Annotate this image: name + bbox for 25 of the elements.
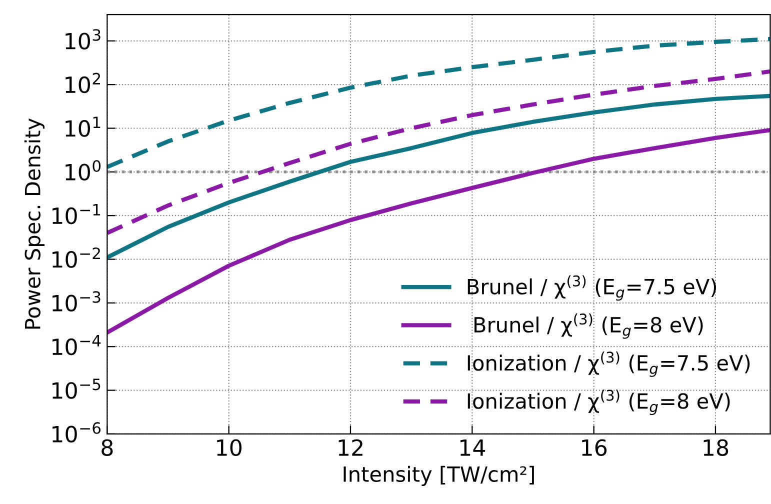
legend-label: Brunel / χ$^{(3)}$ (E$_{g}$=8 eV) (474, 313, 703, 339)
x-tick-label: 18 (704, 439, 728, 456)
x-tick-label: 10 (217, 439, 242, 456)
line-series (107, 37, 770, 170)
y-tick-label: 10$^{−2}$ (52, 247, 100, 268)
y-tick-label: 10$^{−3}$ (52, 291, 100, 312)
legend-label: Ionization / χ$^{(3)}$ (E$_{g}$=7.5 eV) (468, 351, 750, 377)
y-tick-label: 10$^{1}$ (66, 116, 100, 137)
y-tick-label: 10$^{−1}$ (52, 204, 100, 224)
legend-label: Brunel / χ$^{(3)}$ (E$_{g}$=7.5 eV) (468, 275, 716, 301)
x-tick-label: 12 (338, 439, 362, 456)
y-tick-label: 10$^{0}$ (66, 160, 101, 181)
x-tick-label: 8 (102, 439, 113, 456)
line-series (107, 94, 770, 260)
y-tick-label: 10$^{2}$ (66, 72, 100, 94)
y-tick-label: 10$^{−6}$ (52, 422, 101, 443)
legend-label: Ionization / χ$^{(3)}$ (E$_{g}$=8 eV) (468, 390, 730, 416)
y-axis-title: Power Spec. Density (24, 118, 45, 329)
x-axis-title: Intensity [TW/cm²] (344, 466, 534, 486)
y-tick-label: 10$^{−4}$ (52, 335, 101, 356)
x-tick-label: 14 (460, 439, 486, 456)
y-tick-label: 10$^{3}$ (66, 29, 100, 50)
x-tick-label: 16 (582, 439, 607, 456)
y-tick-label: 10$^{−5}$ (52, 378, 100, 399)
line-series (107, 69, 770, 236)
